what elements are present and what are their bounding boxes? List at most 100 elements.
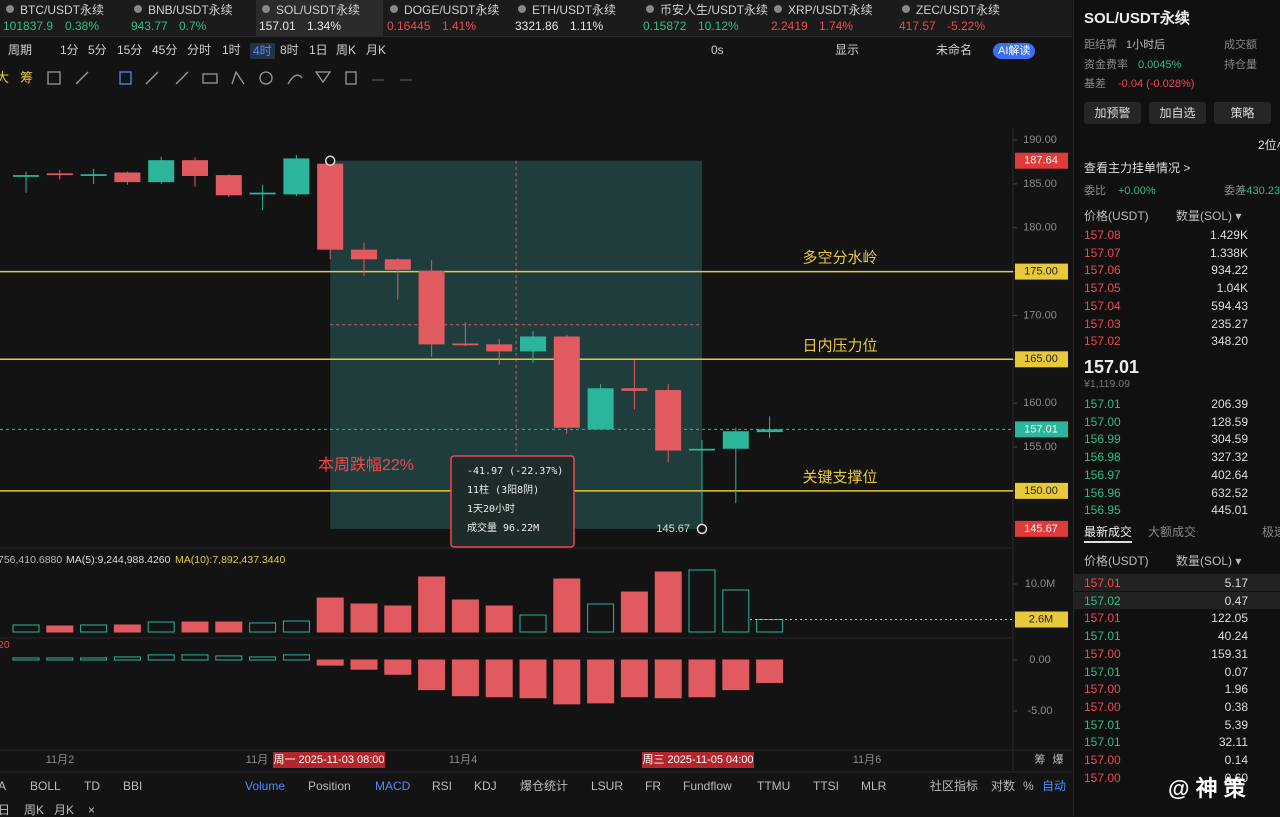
interval[interactable]: 8时 [280,43,299,57]
tab[interactable]: SOL/USDT永续 157.01 1.34% [256,0,383,36]
stat-label: 委比 [1084,185,1106,197]
bar-option[interactable]: 自动 [1042,779,1067,793]
trade-tab[interactable]: 大额成交 [1148,525,1197,539]
depth-link[interactable]: 查看主力挂单情况 > [1084,161,1191,175]
stat-label: 距结算 [1084,39,1117,51]
interval[interactable]: 分时 [187,43,212,57]
panel-button[interactable]: 策略 [1214,102,1271,124]
interval[interactable]: 1分 [60,43,79,57]
indicator[interactable]: MLR [861,779,887,793]
bar-option[interactable]: 对数 [991,779,1016,793]
toolbar-item[interactable]: AI解读 [993,43,1036,59]
trade-qty: 5.17 [1224,576,1248,590]
macd-bar [620,659,648,698]
measure-text: 1天20小时 [467,503,515,515]
indicator[interactable]: TTSI [813,779,839,793]
interval[interactable]: 5分 [88,43,107,57]
indicator[interactable]: Volume [245,779,286,793]
tab-symbol: BTC/USDT永续 [20,3,105,17]
tab[interactable]: XRP/USDT永续 2.2419 1.74% [768,0,895,36]
tab-price: 157.01 [259,19,296,33]
tab-symbol: 币安人生/USDT永续 [660,3,769,17]
interval[interactable]: 月K [366,43,387,57]
tab[interactable]: ZEC/USDT永续 417.57 -5.22% [896,0,1023,36]
trade-tab[interactable]: 最新成交 [1084,525,1133,543]
indicator[interactable]: TD [84,779,100,793]
bar-option[interactable]: % [1023,779,1034,793]
volume-bar [350,603,378,633]
volume-badge-label: 2.6M [1029,613,1053,625]
tab[interactable]: 币安人生/USDT永续 0.15872 10.12% [640,0,769,36]
indicator[interactable]: LSUR [591,779,624,793]
tab-symbol: ETH/USDT永续 [532,3,617,17]
footer-item[interactable]: 周K [24,803,45,817]
trade-price: 157.01 [1084,576,1121,590]
tab-icon [390,5,398,13]
price-badge [1015,421,1068,438]
interval[interactable]: 15分 [117,43,143,57]
indicator[interactable]: Fundflow [683,779,732,793]
candle-body [13,175,39,177]
macd-bar [147,654,175,661]
tab[interactable]: BNB/USDT永续 943.77 0.7% [128,0,255,36]
toolbar-item[interactable]: 0s [711,43,724,57]
bar-option[interactable]: 社区指标 [930,779,979,793]
book-qty: 1.338K [1209,245,1248,260]
tab-price: 101837.9 [3,19,54,33]
toolbar-item[interactable]: 显示 [835,43,860,57]
interval[interactable]: 4时 [250,43,275,59]
footer-item[interactable]: 日 [0,803,11,817]
trade-price: 157.01 [1084,611,1121,626]
interval[interactable]: 周期 [8,43,33,57]
macd-tick-label: -5.00 [1027,705,1052,717]
book-price: 157.07 [1084,245,1121,260]
indicator[interactable]: FR [645,779,661,793]
volume-bar [181,621,209,633]
trade-tab[interactable]: 极速 [1262,525,1280,539]
indicator[interactable]: BOLL [30,779,61,793]
tool[interactable]: 大 [0,70,10,85]
x-label: 周一 2025-11-03 08:00 [273,753,384,766]
tab[interactable]: ETH/USDT永续 3321.86 1.11% [512,0,639,36]
trade-qty: 5.39 [1224,717,1248,732]
tab[interactable]: DOGE/USDT永续 0.16445 1.41% [384,0,511,36]
interval[interactable]: 1日 [309,43,328,57]
book-qty: 128.59 [1211,414,1248,429]
footer-item[interactable]: × [88,803,96,817]
indicator[interactable]: KDJ [474,779,497,793]
volume-bar [620,591,648,633]
low-marker-label: 145.67 [656,523,690,535]
interval[interactable]: 周K [336,43,357,57]
panel-button[interactable]: 加自选 [1149,102,1206,124]
stat-value: +430.23 [1240,185,1280,197]
panel-button[interactable]: 加预警 [1084,102,1141,124]
x-label: 11月6 [853,754,882,766]
interval[interactable]: 45分 [152,43,178,57]
macd-bar [451,659,479,697]
trade-price: 157.00 [1084,770,1121,785]
candle-body [621,388,648,391]
indicator[interactable]: TTMU [757,779,791,793]
candle-body [486,344,513,352]
indicator[interactable]: BBI [123,779,143,793]
interval[interactable]: 1时 [222,43,241,57]
candle-body [215,175,242,196]
footer-item[interactable]: 月K [54,803,75,817]
level-badge-label: 150.00 [1024,485,1058,497]
tab-price: 943.77 [131,19,168,33]
indicator[interactable]: Position [308,779,351,793]
indicator[interactable]: A [0,779,7,793]
trade-qty: 0.47 [1224,593,1248,608]
tab-change: 0.7% [179,19,207,33]
volume-header: MA(5):9,244,988.4260 [66,554,171,566]
toolbar-item[interactable]: 未命名 [936,43,973,57]
indicator[interactable]: RSI [432,779,453,793]
indicator[interactable]: MACD [375,779,411,793]
trade-price: 157.01 [1084,664,1121,679]
indicator[interactable]: 爆仓统计 [520,779,569,793]
book-qty: 206.39 [1211,397,1248,411]
book-price: 157.08 [1084,228,1121,242]
book-qty: 1.04K [1216,281,1248,296]
tool[interactable]: 筹 [20,70,34,85]
tab[interactable]: BTC/USDT永续 101837.9 0.38% [0,0,127,36]
